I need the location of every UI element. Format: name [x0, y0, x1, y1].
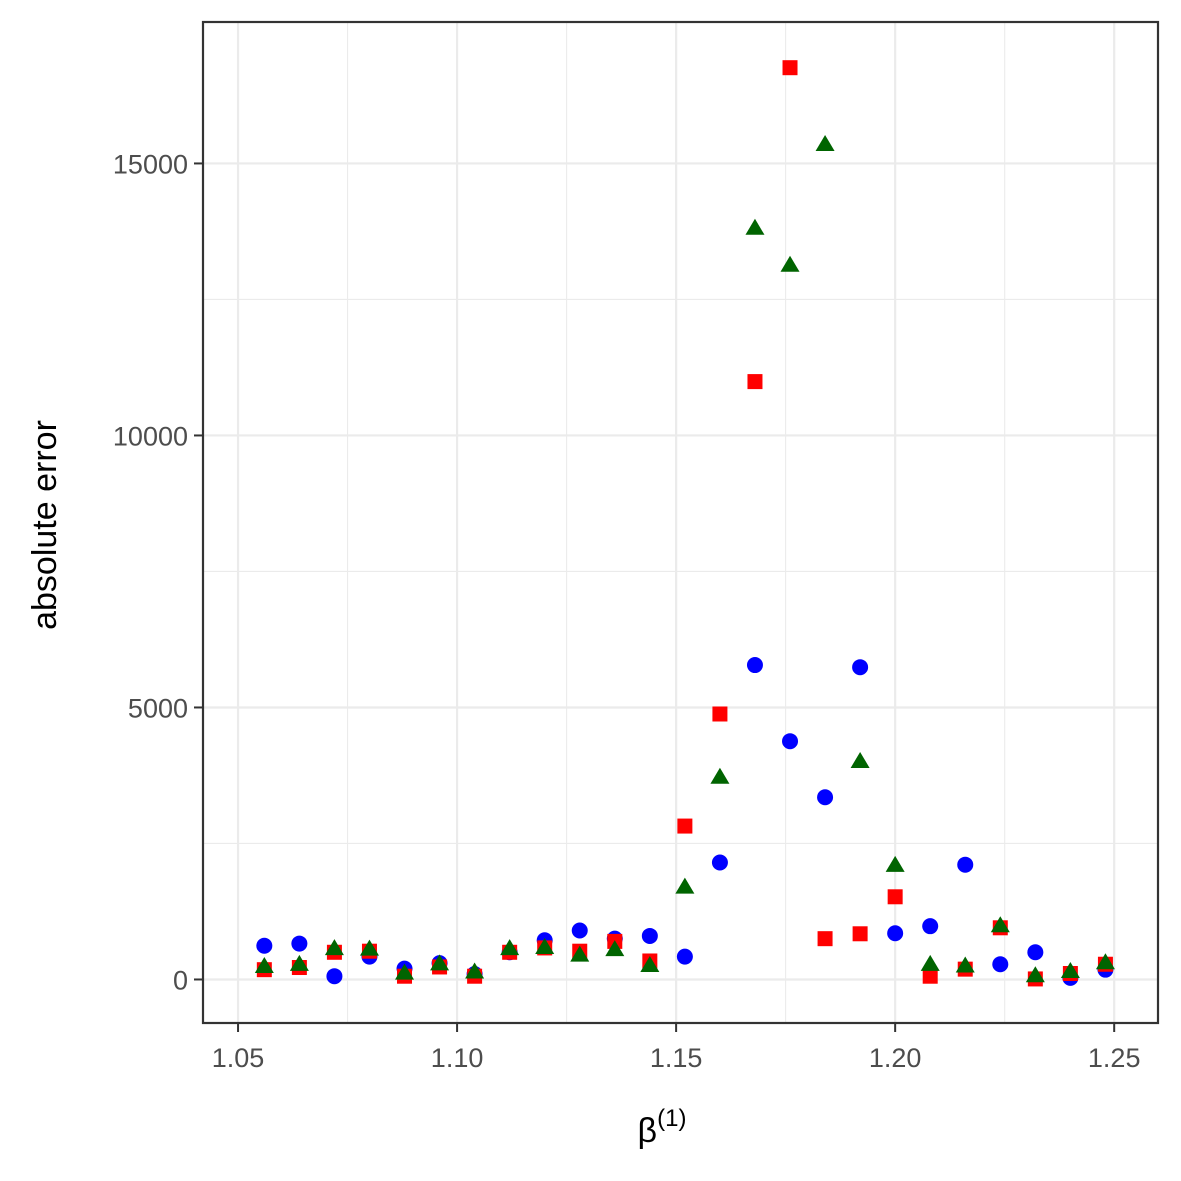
data-point-circle [326, 968, 343, 985]
series-triangle [254, 135, 1115, 983]
y-tick-label: 15000 [113, 149, 188, 179]
data-point-circle [256, 937, 273, 954]
data-point-triangle [885, 855, 905, 872]
data-point-square [922, 968, 938, 984]
data-point-triangle [324, 939, 344, 956]
data-point-triangle [990, 916, 1010, 933]
data-points [254, 60, 1115, 987]
data-point-square [817, 931, 833, 947]
data-point-circle [887, 925, 904, 942]
panel-border [201, 20, 1160, 1025]
data-point-triangle [955, 956, 975, 973]
data-point-circle [571, 922, 588, 939]
major-gridlines [203, 22, 1158, 1023]
data-point-triangle [359, 939, 379, 956]
data-point-triangle [570, 945, 590, 962]
data-point-square [677, 818, 693, 834]
series-square [256, 60, 1113, 987]
data-point-circle [711, 854, 728, 871]
data-point-circle [291, 935, 308, 952]
x-tick-label: 1.25 [1088, 1043, 1141, 1073]
y-tick-label: 0 [173, 965, 188, 995]
data-point-circle [957, 856, 974, 873]
data-point-triangle [500, 939, 520, 956]
y-axis-title: absolute error [26, 420, 64, 630]
x-tick-label: 1.15 [650, 1043, 703, 1073]
data-point-triangle [289, 954, 309, 971]
data-point-triangle [850, 751, 870, 768]
data-point-circle [992, 956, 1009, 973]
data-point-triangle [395, 963, 415, 980]
x-axis-title-symbol: β [638, 1112, 658, 1150]
data-point-square [887, 889, 903, 905]
data-point-triangle [430, 954, 450, 971]
data-point-triangle [254, 957, 274, 974]
x-axis-ticks: 1.05 1.10 1.15 1.20 1.25 [212, 1023, 1141, 1073]
data-point-triangle [675, 877, 695, 894]
data-point-circle [641, 927, 658, 944]
data-point-triangle [640, 955, 660, 972]
data-point-square [747, 374, 763, 390]
data-point-triangle [710, 767, 730, 784]
x-tick-label: 1.10 [431, 1043, 484, 1073]
x-axis-title-superscript: (1) [657, 1105, 686, 1132]
data-point-triangle [1060, 961, 1080, 978]
data-point-circle [746, 657, 763, 674]
data-point-circle [676, 948, 693, 965]
data-point-triangle [605, 940, 625, 957]
data-point-triangle [1025, 966, 1045, 983]
data-point-triangle [745, 218, 765, 235]
minor-gridlines [203, 22, 1158, 1023]
data-point-circle [1027, 944, 1044, 961]
data-point-circle [782, 733, 799, 750]
y-tick-label: 10000 [113, 421, 188, 451]
data-point-triangle [1095, 953, 1115, 970]
data-point-circle [922, 918, 939, 935]
data-point-square [712, 706, 728, 722]
x-axis-title: β(1) [638, 1105, 687, 1150]
y-axis-ticks: 0 5000 10000 15000 [113, 149, 203, 995]
data-point-square [782, 60, 798, 76]
data-point-triangle [780, 255, 800, 272]
data-point-circle [817, 789, 834, 806]
data-point-triangle [815, 135, 835, 152]
y-tick-label: 5000 [128, 693, 188, 723]
data-point-triangle [920, 954, 940, 971]
x-tick-label: 1.05 [212, 1043, 265, 1073]
data-point-triangle [465, 962, 485, 979]
data-point-circle [852, 659, 869, 676]
data-point-square [852, 926, 868, 942]
x-tick-label: 1.20 [869, 1043, 922, 1073]
data-point-triangle [535, 938, 555, 955]
